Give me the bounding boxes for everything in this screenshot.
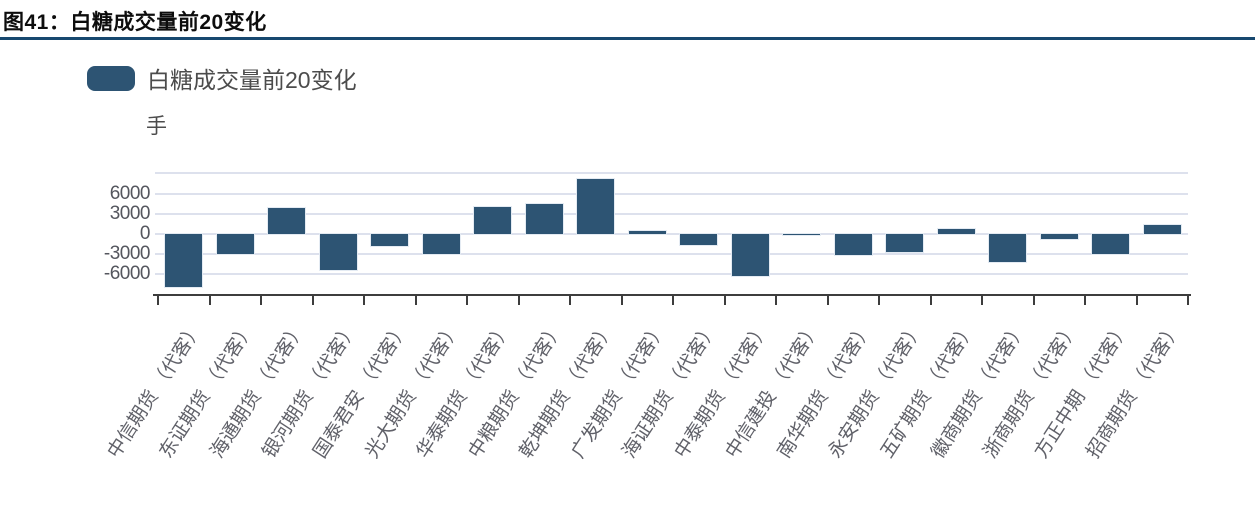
title-underline bbox=[0, 37, 1255, 40]
bar-浙商期货 （代客） bbox=[1040, 234, 1078, 240]
bar-海通期货 （代客） bbox=[268, 208, 306, 234]
bar-南华期货 （代客） bbox=[834, 234, 872, 255]
chart-legend: 白糖成交量前20变化 bbox=[87, 61, 357, 95]
x-tick bbox=[723, 295, 726, 305]
bar-中泰期货 （代客） bbox=[731, 234, 769, 276]
x-tick bbox=[466, 295, 468, 305]
x-tick bbox=[826, 295, 829, 305]
y-tick-label--6000: -6000 bbox=[103, 263, 151, 285]
x-tick bbox=[414, 295, 417, 305]
x-tick bbox=[569, 295, 571, 305]
x-tick bbox=[363, 295, 365, 305]
x-tick bbox=[981, 295, 983, 305]
bar-银河期货 （代客） bbox=[319, 234, 357, 270]
x-tick bbox=[1032, 295, 1035, 305]
x-tick bbox=[311, 295, 314, 305]
x-tick bbox=[929, 295, 932, 305]
bar-光大期货 （代客） bbox=[422, 234, 460, 255]
bar-徽商期货 （代客） bbox=[989, 234, 1027, 263]
y-tick-label-3000: 3000 bbox=[109, 202, 151, 224]
y-tick-label--3000: -3000 bbox=[103, 243, 151, 265]
y-tick-label-0: 0 bbox=[139, 223, 151, 244]
bar-中信期货 （代客） bbox=[165, 234, 203, 288]
y-tick-label-6000: 6000 bbox=[109, 182, 151, 204]
bar-招商期货 （代客） bbox=[1143, 225, 1181, 234]
figure-title: 图41：白糖成交量前20变化 bbox=[3, 11, 267, 34]
bar-乾坤期货 （代客） bbox=[577, 178, 615, 234]
x-tick bbox=[672, 295, 674, 305]
bar-国泰君安 （代客） bbox=[371, 234, 409, 247]
bar-中粮期货 （代客） bbox=[525, 203, 563, 234]
bar-华泰期货 （代客） bbox=[474, 207, 512, 234]
bar-方正中期 （代客） bbox=[1092, 234, 1130, 254]
bar-永安期货 （代客） bbox=[886, 234, 924, 252]
bar-海证期货 （代客） bbox=[680, 234, 718, 245]
gridline-9000 bbox=[155, 172, 1188, 175]
x-axis-line bbox=[153, 293, 1191, 296]
bar-广发期货 （代客） bbox=[628, 230, 666, 234]
x-tick bbox=[260, 295, 262, 305]
x-tick bbox=[775, 295, 777, 305]
gridline--6000 bbox=[155, 273, 1188, 276]
x-tick bbox=[1187, 295, 1189, 305]
gridline--3000 bbox=[155, 253, 1188, 256]
x-tick bbox=[157, 295, 159, 305]
x-tick bbox=[878, 295, 880, 305]
y-axis-unit-label: 手 bbox=[146, 115, 167, 138]
legend-label: 白糖成交量前20变化 bbox=[147, 67, 357, 93]
x-tick bbox=[1084, 295, 1086, 305]
legend-swatch-icon bbox=[87, 65, 135, 91]
bar-中信建投 （代客） bbox=[783, 234, 821, 236]
x-tick bbox=[620, 295, 623, 305]
x-tick bbox=[1135, 295, 1138, 305]
bar-东证期货 （代客） bbox=[216, 234, 254, 255]
gridline-0 bbox=[155, 233, 1188, 235]
gridline-3000 bbox=[155, 212, 1188, 215]
x-tick bbox=[208, 295, 211, 305]
x-tick bbox=[517, 295, 520, 305]
bar-五矿期货 （代客） bbox=[937, 229, 975, 234]
gridline-6000 bbox=[155, 192, 1188, 195]
